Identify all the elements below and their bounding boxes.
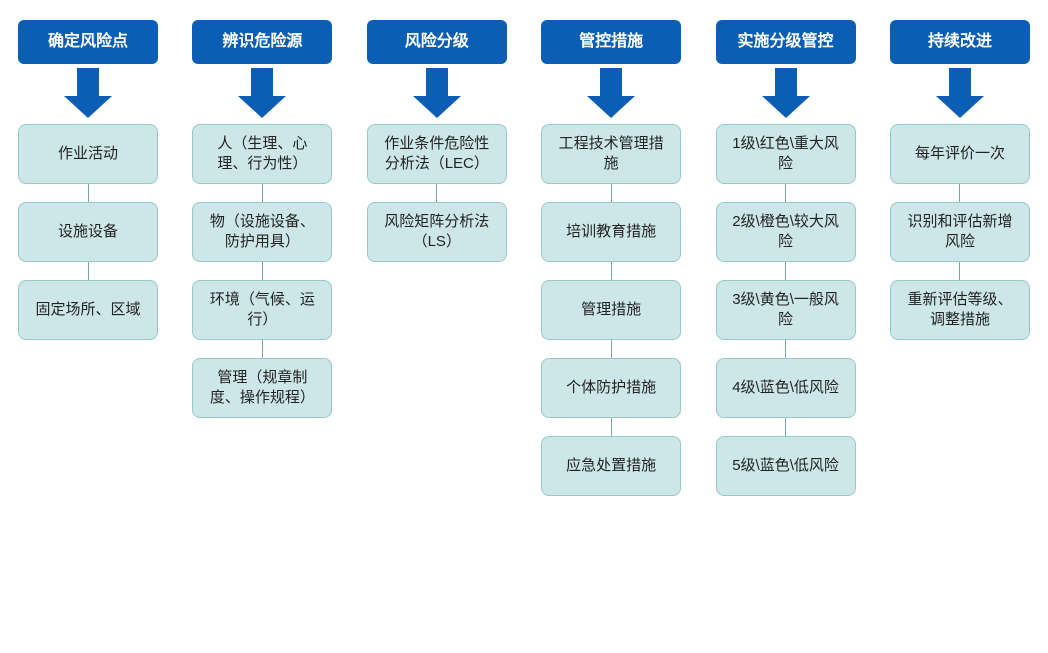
flow-node: 工程技术管理措施 bbox=[541, 124, 681, 184]
connector-line bbox=[262, 262, 263, 280]
connector-line bbox=[88, 262, 89, 280]
down-arrow-icon bbox=[936, 68, 984, 118]
flow-node: 每年评价一次 bbox=[890, 124, 1030, 184]
flow-node: 培训教育措施 bbox=[541, 202, 681, 262]
column-header: 辨识危险源 bbox=[192, 20, 332, 64]
flow-column: 持续改进每年评价一次识别和评估新增风险重新评估等级、调整措施 bbox=[890, 20, 1030, 496]
flow-node: 管理措施 bbox=[541, 280, 681, 340]
connector-line bbox=[959, 184, 960, 202]
column-header: 确定风险点 bbox=[18, 20, 158, 64]
flow-node: 1级\红色\重大风险 bbox=[716, 124, 856, 184]
flow-column: 风险分级作业条件危险性分析法（LEC） 风险矩阵分析法（LS） bbox=[367, 20, 507, 496]
column-header: 实施分级管控 bbox=[716, 20, 856, 64]
flow-node: 人（生理、心理、行为性） bbox=[192, 124, 332, 184]
connector-line bbox=[785, 340, 786, 358]
flow-node: 个体防护措施 bbox=[541, 358, 681, 418]
column-header: 风险分级 bbox=[367, 20, 507, 64]
connector-line bbox=[262, 184, 263, 202]
connector-line bbox=[611, 184, 612, 202]
flow-node: 环境（气候、运行） bbox=[192, 280, 332, 340]
flow-node: 物（设施设备、防护用具） bbox=[192, 202, 332, 262]
connector-line bbox=[611, 418, 612, 436]
flow-node: 管理（规章制度、操作规程） bbox=[192, 358, 332, 418]
connector-line bbox=[785, 184, 786, 202]
connector-line bbox=[959, 262, 960, 280]
flow-node: 4级\蓝色\低风险 bbox=[716, 358, 856, 418]
flow-column: 辨识危险源人（生理、心理、行为性） 物（设施设备、防护用具） 环境（气候、运行） 管理… bbox=[192, 20, 332, 496]
flow-node: 5级\蓝色\低风险 bbox=[716, 436, 856, 496]
down-arrow-icon bbox=[413, 68, 461, 118]
flow-column: 实施分级管控 1级\红色\重大风险 2级\橙色\较大风险 3级\黄色\一般风险 4级\蓝… bbox=[716, 20, 856, 496]
flow-node: 固定场所、区域 bbox=[18, 280, 158, 340]
connector-line bbox=[611, 340, 612, 358]
connector-line bbox=[785, 418, 786, 436]
flow-node: 识别和评估新增风险 bbox=[890, 202, 1030, 262]
connector-line bbox=[262, 340, 263, 358]
connector-line bbox=[88, 184, 89, 202]
flow-node: 设施设备 bbox=[18, 202, 158, 262]
flow-node: 作业活动 bbox=[18, 124, 158, 184]
flow-node: 应急处置措施 bbox=[541, 436, 681, 496]
flowchart-root: 确定风险点作业活动设施设备固定场所、区域辨识危险源人（生理、心理、行为性）物（设… bbox=[18, 20, 1030, 496]
flow-node: 重新评估等级、调整措施 bbox=[890, 280, 1030, 340]
flow-node: 作业条件危险性分析法（LEC） bbox=[367, 124, 507, 184]
down-arrow-icon bbox=[64, 68, 112, 118]
flow-node: 3级\黄色\一般风险 bbox=[716, 280, 856, 340]
connector-line bbox=[785, 262, 786, 280]
down-arrow-icon bbox=[762, 68, 810, 118]
flow-node: 风险矩阵分析法（LS） bbox=[367, 202, 507, 262]
column-header: 管控措施 bbox=[541, 20, 681, 64]
column-header: 持续改进 bbox=[890, 20, 1030, 64]
flow-column: 管控措施工程技术管理措施培训教育措施管理措施个体防护措施应急处置措施 bbox=[541, 20, 681, 496]
flow-node: 2级\橙色\较大风险 bbox=[716, 202, 856, 262]
down-arrow-icon bbox=[587, 68, 635, 118]
flow-column: 确定风险点作业活动设施设备固定场所、区域 bbox=[18, 20, 158, 496]
connector-line bbox=[436, 184, 437, 202]
connector-line bbox=[611, 262, 612, 280]
down-arrow-icon bbox=[238, 68, 286, 118]
